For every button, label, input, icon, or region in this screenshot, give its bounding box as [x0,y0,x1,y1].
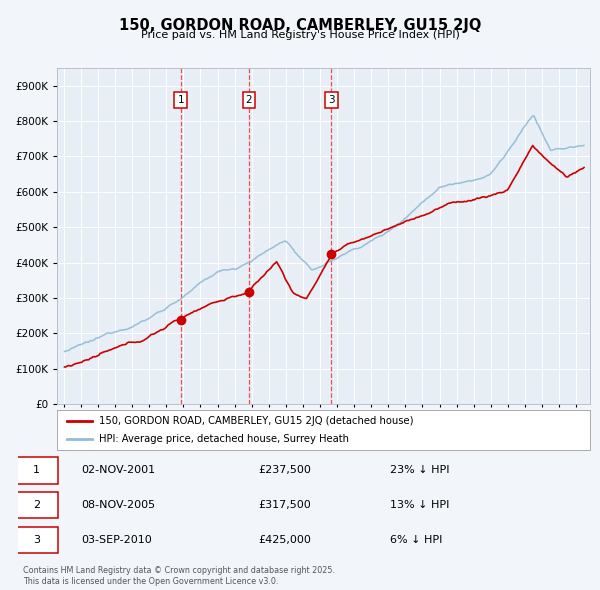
Text: Contains HM Land Registry data © Crown copyright and database right 2025.: Contains HM Land Registry data © Crown c… [23,566,335,575]
Text: 150, GORDON ROAD, CAMBERLEY, GU15 2JQ: 150, GORDON ROAD, CAMBERLEY, GU15 2JQ [119,18,481,32]
Text: 2: 2 [33,500,40,510]
Text: 1: 1 [33,466,40,476]
FancyBboxPatch shape [15,457,58,484]
Text: HPI: Average price, detached house, Surrey Heath: HPI: Average price, detached house, Surr… [98,434,349,444]
Text: This data is licensed under the Open Government Licence v3.0.: This data is licensed under the Open Gov… [23,577,278,586]
Text: £425,000: £425,000 [259,535,311,545]
Text: 2: 2 [245,95,252,104]
Text: £317,500: £317,500 [259,500,311,510]
Text: 23% ↓ HPI: 23% ↓ HPI [391,466,450,476]
FancyBboxPatch shape [15,526,58,553]
Text: 03-SEP-2010: 03-SEP-2010 [81,535,152,545]
Text: 3: 3 [328,95,335,104]
Text: 02-NOV-2001: 02-NOV-2001 [81,466,155,476]
Text: 3: 3 [33,535,40,545]
Text: 13% ↓ HPI: 13% ↓ HPI [391,500,450,510]
Text: Price paid vs. HM Land Registry's House Price Index (HPI): Price paid vs. HM Land Registry's House … [140,30,460,40]
Text: £237,500: £237,500 [259,466,311,476]
Text: 150, GORDON ROAD, CAMBERLEY, GU15 2JQ (detached house): 150, GORDON ROAD, CAMBERLEY, GU15 2JQ (d… [98,416,413,426]
Text: 1: 1 [178,95,184,104]
Text: 08-NOV-2005: 08-NOV-2005 [81,500,155,510]
FancyBboxPatch shape [15,492,58,518]
Text: 6% ↓ HPI: 6% ↓ HPI [391,535,443,545]
